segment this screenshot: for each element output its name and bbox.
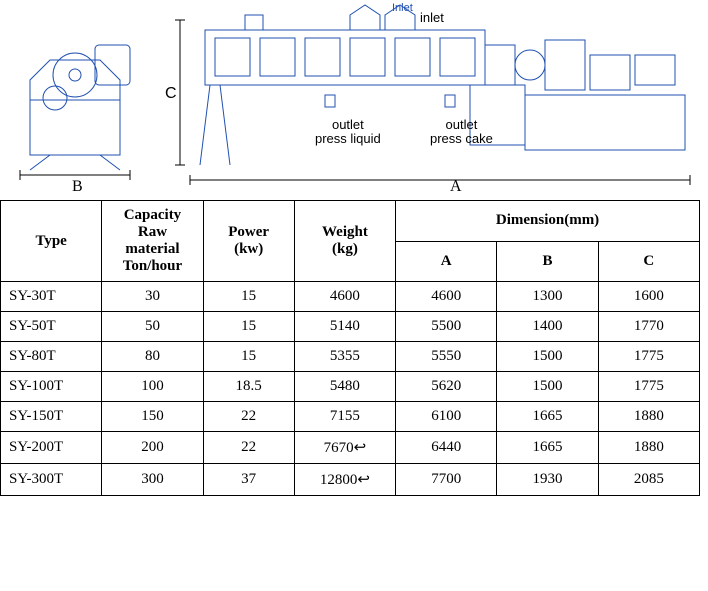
cell-C: 1775: [598, 372, 699, 402]
dim-b-label: B: [72, 178, 83, 196]
cell-capacity: 150: [102, 402, 203, 432]
outlet-liquid-l1: outlet: [315, 118, 381, 132]
cell-C: 2085: [598, 464, 699, 496]
cell-capacity: 300: [102, 464, 203, 496]
cell-A: 4600: [396, 282, 497, 312]
table-row: SY-100T10018.55480562015001775: [1, 372, 700, 402]
table-row: SY-150T150227155610016651880: [1, 402, 700, 432]
spec-table: Type Capacity Raw material Ton/hour Powe…: [0, 200, 700, 496]
table-row: SY-50T50155140550014001770: [1, 312, 700, 342]
th-power-l2: (kw): [206, 241, 292, 258]
cell-power: 15: [203, 312, 294, 342]
th-C: C: [598, 241, 699, 282]
cell-C: 1880: [598, 432, 699, 464]
cell-power: 18.5: [203, 372, 294, 402]
inlet-small-label: Inlet: [392, 2, 413, 14]
header-row-1: Type Capacity Raw material Ton/hour Powe…: [1, 201, 700, 242]
cell-B: 1665: [497, 402, 598, 432]
th-capacity-l4: Ton/hour: [104, 258, 200, 275]
cell-type: SY-300T: [1, 464, 102, 496]
cell-C: 1775: [598, 342, 699, 372]
cell-capacity: 30: [102, 282, 203, 312]
outlet-liquid-label: outlet press liquid: [315, 118, 381, 146]
cell-type: SY-50T: [1, 312, 102, 342]
outlet-liquid-l2: press liquid: [315, 132, 381, 146]
table-row: SY-300T3003712800↩770019302085: [1, 464, 700, 496]
table-row: SY-30T30154600460013001600: [1, 282, 700, 312]
th-power-l1: Power: [206, 224, 292, 241]
cell-B: 1400: [497, 312, 598, 342]
cell-B: 1500: [497, 372, 598, 402]
cell-weight: 12800↩: [294, 464, 395, 496]
th-weight-l1: Weight: [297, 224, 393, 241]
cell-C: 1600: [598, 282, 699, 312]
cell-type: SY-200T: [1, 432, 102, 464]
cell-B: 1300: [497, 282, 598, 312]
th-weight-l2: (kg): [297, 241, 393, 258]
cell-power: 22: [203, 402, 294, 432]
th-A: A: [396, 241, 497, 282]
end-view-drawing: [0, 0, 160, 200]
th-weight: Weight (kg): [294, 201, 395, 282]
th-capacity-l2: Raw: [104, 224, 200, 241]
cell-capacity: 100: [102, 372, 203, 402]
cell-power: 37: [203, 464, 294, 496]
cell-capacity: 50: [102, 312, 203, 342]
cell-weight: 7670↩: [294, 432, 395, 464]
cell-A: 5550: [396, 342, 497, 372]
th-capacity: Capacity Raw material Ton/hour: [102, 201, 203, 282]
th-B: B: [497, 241, 598, 282]
th-power: Power (kw): [203, 201, 294, 282]
cell-weight: 5140: [294, 312, 395, 342]
cell-A: 5620: [396, 372, 497, 402]
dim-a-label: A: [450, 178, 462, 196]
inlet-label: inlet: [420, 10, 444, 25]
side-view-drawing: [170, 0, 708, 200]
technical-diagram: B: [0, 0, 700, 200]
cell-A: 6440: [396, 432, 497, 464]
dim-c-label: C: [165, 85, 177, 103]
cell-weight: 7155: [294, 402, 395, 432]
cell-A: 5500: [396, 312, 497, 342]
cell-C: 1880: [598, 402, 699, 432]
cell-B: 1665: [497, 432, 598, 464]
cell-C: 1770: [598, 312, 699, 342]
cell-A: 6100: [396, 402, 497, 432]
th-type: Type: [1, 201, 102, 282]
cell-weight: 4600: [294, 282, 395, 312]
cell-A: 7700: [396, 464, 497, 496]
th-capacity-l3: material: [104, 241, 200, 258]
cell-capacity: 200: [102, 432, 203, 464]
cell-type: SY-30T: [1, 282, 102, 312]
cell-power: 22: [203, 432, 294, 464]
cell-weight: 5480: [294, 372, 395, 402]
cell-B: 1930: [497, 464, 598, 496]
cell-B: 1500: [497, 342, 598, 372]
cell-type: SY-150T: [1, 402, 102, 432]
cell-weight: 5355: [294, 342, 395, 372]
th-dimension: Dimension(mm): [396, 201, 700, 242]
cell-power: 15: [203, 282, 294, 312]
outlet-cake-label: outlet press cake: [430, 118, 493, 146]
th-capacity-l1: Capacity: [104, 207, 200, 224]
outlet-cake-l1: outlet: [430, 118, 493, 132]
outlet-cake-l2: press cake: [430, 132, 493, 146]
cell-type: SY-100T: [1, 372, 102, 402]
table-row: SY-80T80155355555015001775: [1, 342, 700, 372]
table-row: SY-200T200227670↩644016651880: [1, 432, 700, 464]
table-body: SY-30T30154600460013001600SY-50T50155140…: [1, 282, 700, 496]
cell-power: 15: [203, 342, 294, 372]
cell-type: SY-80T: [1, 342, 102, 372]
cell-capacity: 80: [102, 342, 203, 372]
